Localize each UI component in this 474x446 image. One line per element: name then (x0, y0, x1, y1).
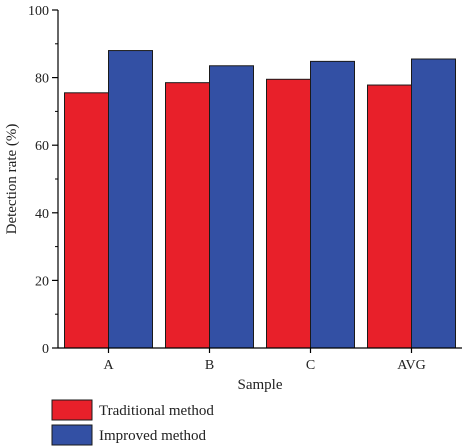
x-tick-label: C (306, 358, 315, 373)
y-tick-label: 100 (28, 4, 49, 19)
legend-label-improved: Improved method (99, 428, 207, 444)
x-tick-label: B (205, 358, 214, 373)
legend-swatch-improved (51, 424, 93, 446)
bar-improved-avg (411, 58, 456, 349)
bar-traditional-a (64, 92, 109, 349)
y-tick-label: 20 (35, 274, 49, 289)
bar-improved-c (310, 60, 355, 349)
bar-traditional-avg (367, 84, 412, 349)
y-axis-label: Detection rate (%) (4, 124, 20, 235)
y-tick-label: 80 (35, 72, 49, 87)
bars-group (64, 50, 456, 349)
bar-traditional-b (165, 82, 210, 349)
bar-improved-b (209, 65, 254, 349)
bar-traditional-c (266, 78, 311, 349)
y-tick-label: 60 (35, 139, 49, 154)
legend-label-traditional: Traditional method (99, 403, 214, 419)
x-ticks-group: A B C AVG (103, 348, 426, 373)
x-tick-label: AVG (397, 358, 426, 373)
legend: Traditional method Improved method (51, 399, 214, 446)
x-tick-label: A (103, 358, 114, 373)
y-tick-label: 40 (35, 207, 49, 222)
x-axis-label: Sample (238, 377, 283, 393)
y-ticks-group: 0 20 40 60 80 100 (28, 4, 58, 357)
bar-improved-a (108, 50, 153, 349)
legend-swatch-traditional (51, 399, 93, 421)
y-tick-label: 0 (42, 342, 49, 357)
